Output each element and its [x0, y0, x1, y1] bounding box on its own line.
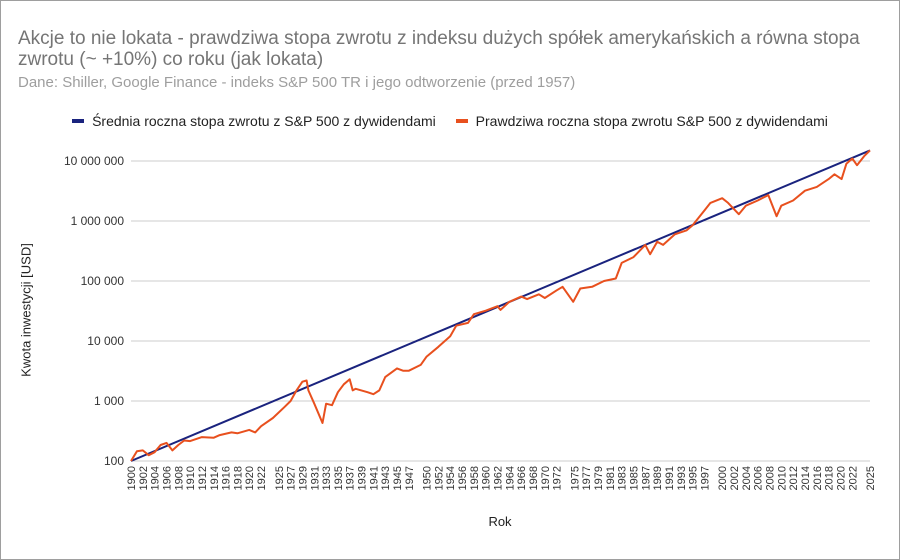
- x-tick-label: 1914: [209, 466, 221, 490]
- x-tick-label: 1943: [380, 466, 392, 490]
- y-tick-label: 100: [104, 454, 124, 468]
- x-tick-label: 1979: [593, 466, 605, 490]
- legend-label: Średnia roczna stopa zwrotu z S&P 500 z …: [92, 113, 436, 129]
- x-tick-label: 2018: [824, 466, 836, 490]
- x-tick-label: 1964: [504, 466, 516, 490]
- x-tick-label: 1908: [173, 466, 185, 490]
- x-tick-label: 1925: [274, 466, 286, 490]
- y-tick-label: 1 000 000: [71, 214, 125, 228]
- x-tick-label: 1981: [605, 466, 617, 490]
- x-tick-label: 1958: [469, 466, 481, 490]
- x-tick-label: 1954: [445, 466, 457, 490]
- x-tick-label: 1935: [333, 466, 345, 490]
- y-tick-label: 10 000 000: [64, 154, 124, 168]
- legend-item-real[interactable]: Prawdziwa roczna stopa zwrotu S&P 500 z …: [455, 113, 828, 129]
- legend-label: Prawdziwa roczna stopa zwrotu S&P 500 z …: [475, 113, 828, 129]
- x-tick-label: 1950: [422, 466, 434, 490]
- chart-title: Akcje to nie lokata - prawdziwa stopa zw…: [18, 28, 860, 70]
- legend-item-average[interactable]: Średnia roczna stopa zwrotu z S&P 500 z …: [72, 113, 436, 129]
- x-tick-label: 2016: [812, 466, 824, 490]
- x-tick-label: 1902: [138, 466, 150, 490]
- x-tick-label: 1993: [676, 466, 688, 490]
- x-tick-label: 1975: [569, 466, 581, 490]
- x-tick-label: 1939: [357, 466, 369, 490]
- x-tick-label: 1983: [617, 466, 629, 490]
- legend-swatch-icon: [455, 119, 468, 123]
- y-tick-label: 1 000: [94, 394, 124, 408]
- x-tick-label: 2002: [729, 466, 741, 490]
- y-tick-label: 100 000: [81, 274, 125, 288]
- x-tick-label: 1968: [528, 466, 540, 490]
- x-tick-label: 1970: [540, 466, 552, 490]
- x-tick-label: 1910: [185, 466, 197, 490]
- x-tick-label: 1962: [493, 466, 505, 490]
- x-tick-label: 1906: [161, 466, 173, 490]
- x-tick-label: 1956: [457, 466, 469, 490]
- x-tick-label: 2012: [788, 466, 800, 490]
- x-tick-label: 2020: [835, 466, 847, 490]
- series-average-line: [130, 149, 871, 462]
- x-tick-label: 2010: [776, 466, 788, 490]
- x-tick-label: 1900: [126, 466, 138, 490]
- x-tick-label: 2008: [764, 466, 776, 490]
- x-axis-label: Rok: [488, 514, 512, 529]
- x-tick-label: 1929: [297, 466, 309, 490]
- chart-subtitle: Dane: Shiller, Google Finance - indeks S…: [18, 74, 576, 91]
- x-tick-label: 1933: [321, 466, 333, 490]
- x-tick-label: 1922: [256, 466, 268, 490]
- x-tick-label: 1912: [197, 466, 209, 490]
- y-tick-label: 10 000: [87, 334, 124, 348]
- x-tick-label: 1927: [286, 466, 298, 490]
- x-tick-label: 2014: [800, 466, 812, 490]
- x-tick-label: 1945: [392, 466, 404, 490]
- x-tick-label: 1916: [221, 466, 233, 490]
- x-tick-label: 1920: [244, 466, 256, 490]
- x-tick-label: 2000: [717, 466, 729, 490]
- x-tick-label: 1987: [640, 466, 652, 490]
- x-tick-label: 1991: [664, 466, 676, 490]
- x-tick-label: 1985: [629, 466, 641, 490]
- x-tick-label: 1966: [516, 466, 528, 490]
- series-real-line: [130, 149, 871, 462]
- x-tick-label: 1947: [404, 466, 416, 490]
- x-tick-label: 2004: [741, 466, 753, 490]
- x-tick-label: 1952: [433, 466, 445, 490]
- legend: Średnia roczna stopa zwrotu z S&P 500 z …: [0, 110, 900, 129]
- x-tick-label: 2025: [865, 466, 877, 490]
- x-tick-label: 1918: [232, 466, 244, 490]
- x-tick-label: 1904: [150, 466, 162, 490]
- x-tick-label: 2022: [847, 466, 859, 490]
- x-tick-label: 1937: [345, 466, 357, 490]
- x-tick-label: 1995: [688, 466, 700, 490]
- x-tick-label: 1931: [309, 466, 321, 490]
- x-tick-label: 1997: [699, 466, 711, 490]
- x-tick-label: 1972: [552, 466, 564, 490]
- x-tick-label: 1977: [581, 466, 593, 490]
- x-tick-label: 1989: [652, 466, 664, 490]
- legend-swatch-icon: [72, 119, 85, 123]
- x-tick-label: 1941: [368, 466, 380, 490]
- x-tick-label: 2006: [753, 466, 765, 490]
- x-tick-label: 1960: [481, 466, 493, 490]
